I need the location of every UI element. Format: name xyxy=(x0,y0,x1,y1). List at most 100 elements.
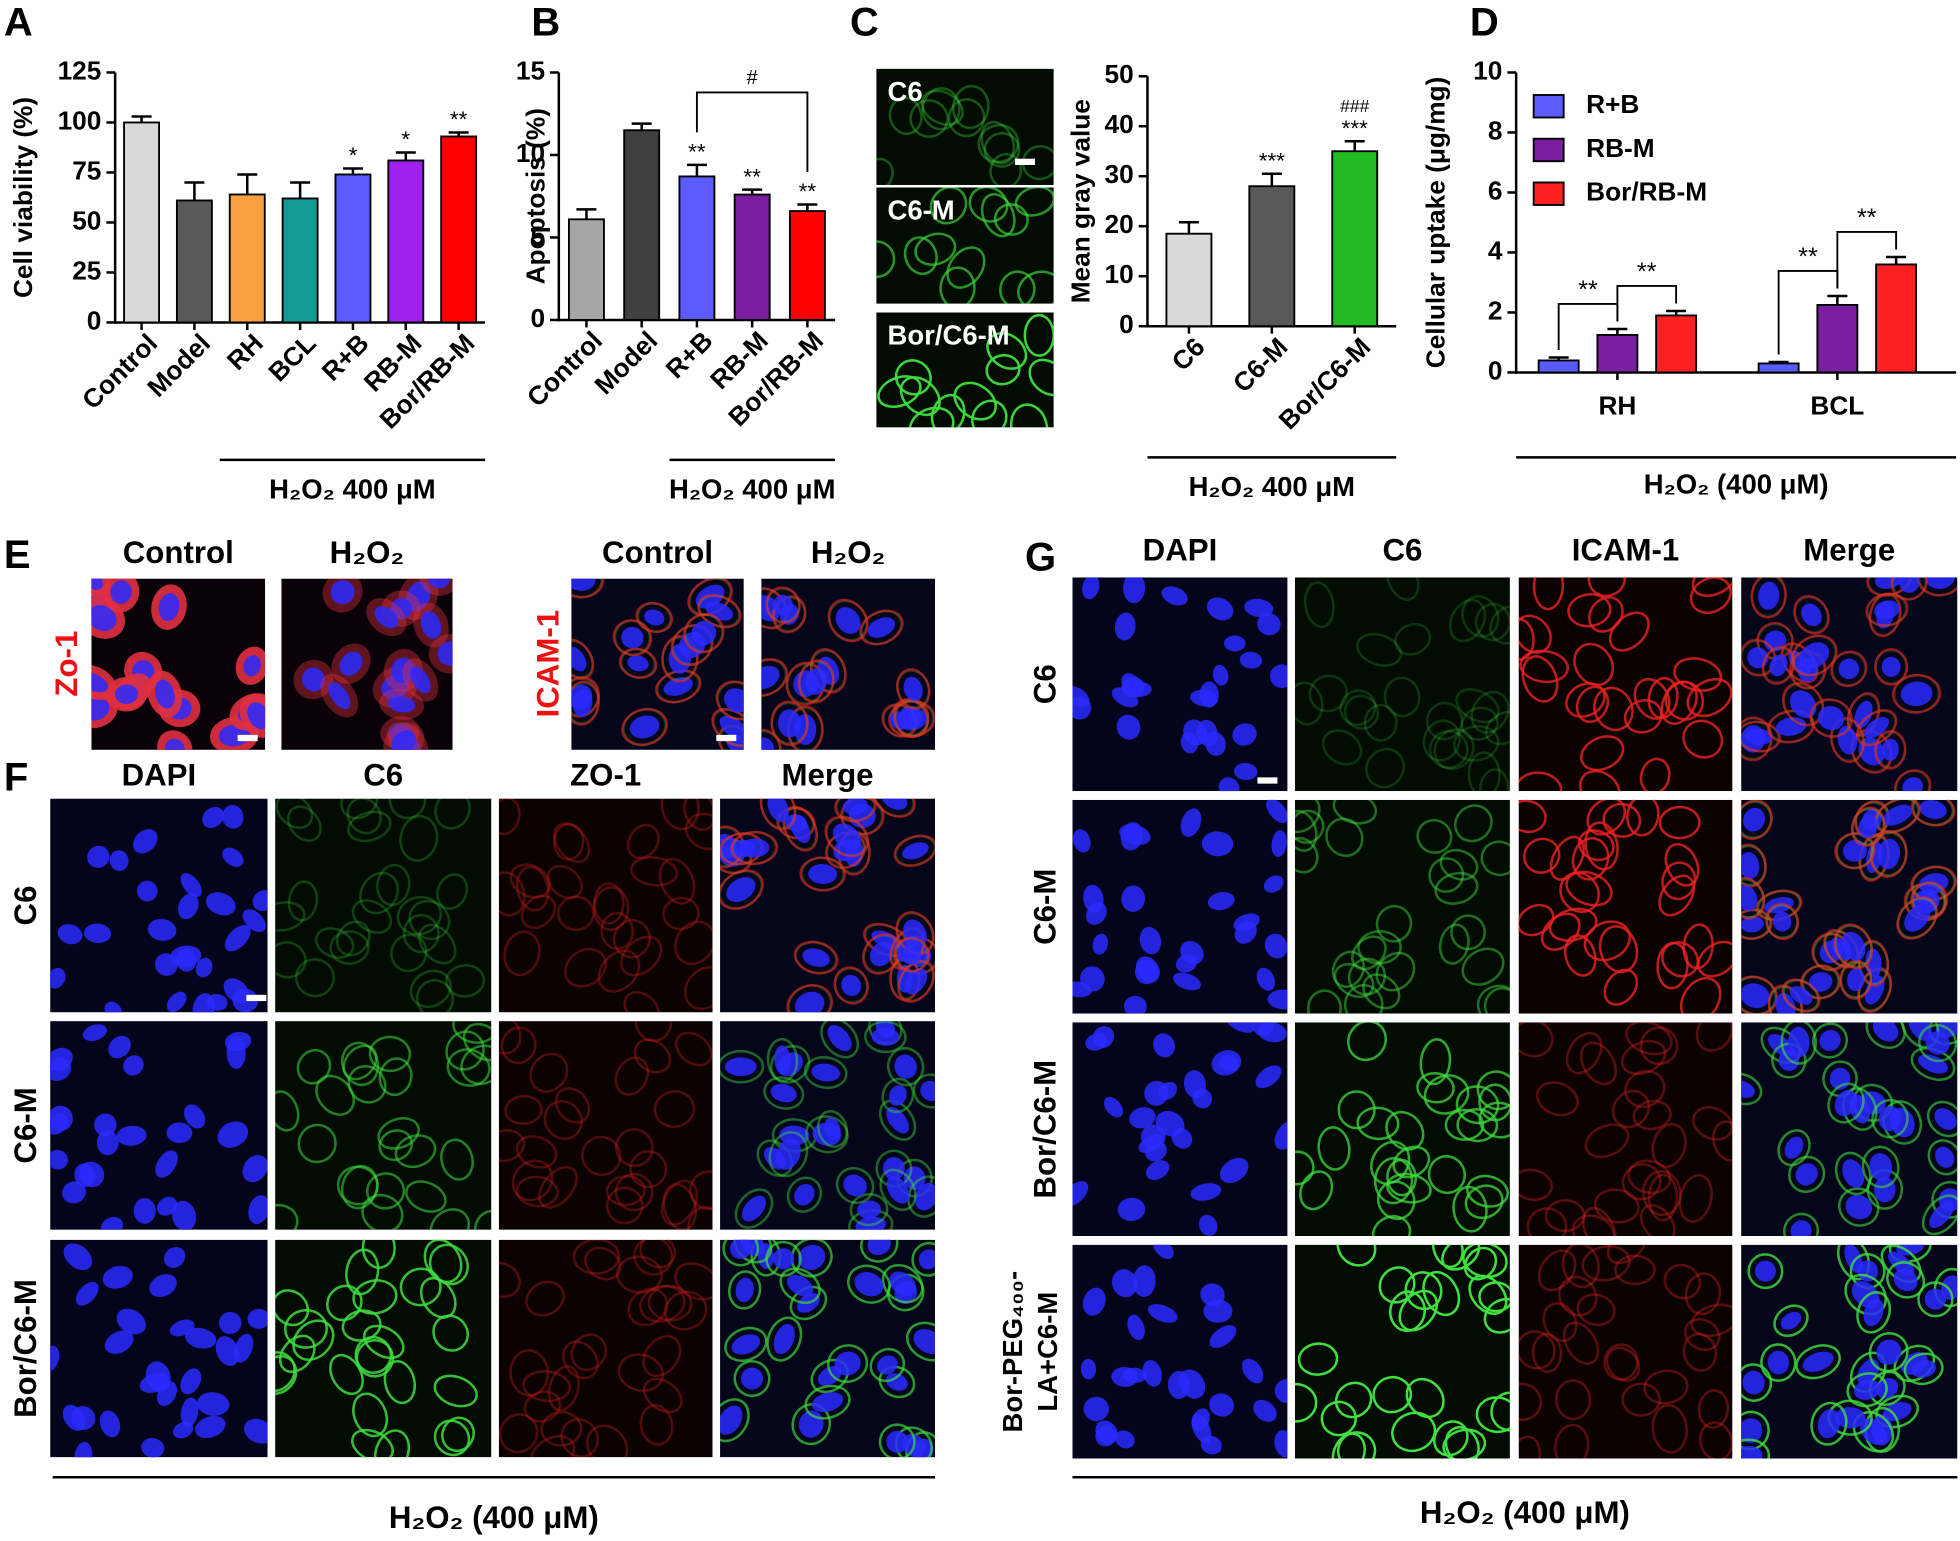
nucleus xyxy=(74,1441,93,1458)
membrane xyxy=(654,669,702,704)
membrane xyxy=(1518,617,1535,661)
nucleus xyxy=(1918,1054,1949,1074)
membrane xyxy=(1483,1297,1510,1334)
nucleus xyxy=(1934,1108,1957,1130)
nucleus xyxy=(1802,1351,1834,1372)
row-label: C6-M xyxy=(1028,869,1063,945)
membrane xyxy=(881,1077,915,1114)
membrane xyxy=(340,1164,379,1210)
y-tick-label: 6 xyxy=(1488,175,1503,205)
nucleus xyxy=(1224,1022,1255,1033)
nucleus xyxy=(1212,664,1229,686)
column-label: ZO-1 xyxy=(570,758,641,793)
nucleus xyxy=(1784,1136,1804,1159)
membrane xyxy=(1383,676,1421,718)
membrane xyxy=(335,920,371,957)
membrane xyxy=(295,958,335,998)
membrane xyxy=(1834,1151,1872,1196)
nucleus xyxy=(1758,581,1780,610)
membrane xyxy=(879,1168,917,1212)
membrane xyxy=(390,933,428,973)
column-label: DAPI xyxy=(1143,533,1218,568)
membrane xyxy=(674,1031,713,1067)
membrane xyxy=(662,896,700,931)
membrane xyxy=(1689,577,1732,615)
membrane xyxy=(989,152,1023,185)
membrane xyxy=(1926,1100,1958,1138)
membrane xyxy=(627,1287,669,1327)
nucleus xyxy=(102,1265,133,1289)
error-bar xyxy=(448,131,469,137)
x-tick-label: Bor/C6-M xyxy=(1273,332,1377,436)
nucleus xyxy=(57,924,83,945)
membrane xyxy=(1306,989,1342,1014)
legend-swatch xyxy=(1532,137,1565,163)
membrane xyxy=(329,930,370,965)
nucleus xyxy=(1138,1134,1164,1153)
row-label: Bor/C6-M xyxy=(8,1279,43,1418)
x-tick-label: BCL xyxy=(262,328,321,387)
membrane xyxy=(1558,1275,1598,1317)
nucleus xyxy=(905,968,928,995)
membrane xyxy=(1460,706,1499,741)
nucleus xyxy=(1801,603,1822,627)
membrane xyxy=(826,1344,869,1384)
nucleus xyxy=(91,672,108,693)
nucleus xyxy=(1790,1220,1812,1237)
nucleus xyxy=(843,1174,867,1197)
nucleus xyxy=(1132,1265,1156,1297)
membrane xyxy=(1303,581,1335,629)
nucleus xyxy=(1929,1201,1954,1228)
micrograph xyxy=(1741,1244,1958,1459)
membrane xyxy=(660,1179,699,1226)
membrane xyxy=(1651,1403,1688,1454)
error-bar xyxy=(1344,139,1365,152)
membrane xyxy=(418,923,457,965)
membrane xyxy=(1017,270,1054,304)
bracket xyxy=(695,91,809,172)
membrane xyxy=(296,1048,332,1085)
membrane xyxy=(1294,809,1325,844)
membrane xyxy=(1647,1173,1679,1222)
nucleus xyxy=(149,1274,177,1298)
membrane xyxy=(503,930,541,977)
membrane xyxy=(354,1335,393,1374)
nucleus xyxy=(1103,1096,1124,1118)
scale-bar xyxy=(246,994,267,1002)
nucleus xyxy=(224,924,251,952)
membrane xyxy=(658,857,696,905)
nucleus xyxy=(913,1329,936,1355)
nucleus xyxy=(1116,714,1141,740)
micrograph xyxy=(498,1239,713,1458)
nucleus xyxy=(1869,1153,1893,1181)
nucleus xyxy=(171,1200,197,1230)
membrane xyxy=(1741,1438,1771,1459)
membrane xyxy=(886,1046,925,1087)
row-label: Bor-PEG₄₀₀- xyxy=(997,1271,1028,1433)
nucleus xyxy=(1817,1409,1841,1439)
membrane xyxy=(552,822,585,861)
error-bar xyxy=(742,188,763,195)
nucleus xyxy=(1267,989,1288,1010)
membrane xyxy=(553,822,591,864)
y-tick-label: 100 xyxy=(58,105,102,135)
nucleus xyxy=(1835,1407,1866,1429)
membrane xyxy=(894,359,932,396)
membrane xyxy=(474,1209,492,1230)
membrane xyxy=(1632,1099,1672,1131)
membrane xyxy=(720,1049,765,1084)
nucleus xyxy=(70,1406,96,1430)
membrane xyxy=(1325,817,1364,857)
membrane xyxy=(614,1172,654,1212)
membrane xyxy=(939,266,976,304)
membrane xyxy=(563,947,607,988)
panel-label: C xyxy=(850,1,879,45)
membrane xyxy=(436,873,469,910)
micrograph xyxy=(1072,577,1288,792)
nucleus xyxy=(817,1366,842,1386)
bar xyxy=(1537,359,1580,374)
nucleus xyxy=(761,665,780,690)
membrane xyxy=(520,894,557,929)
membrane xyxy=(1621,1163,1662,1201)
column-label: H₂O₂ xyxy=(330,535,405,570)
